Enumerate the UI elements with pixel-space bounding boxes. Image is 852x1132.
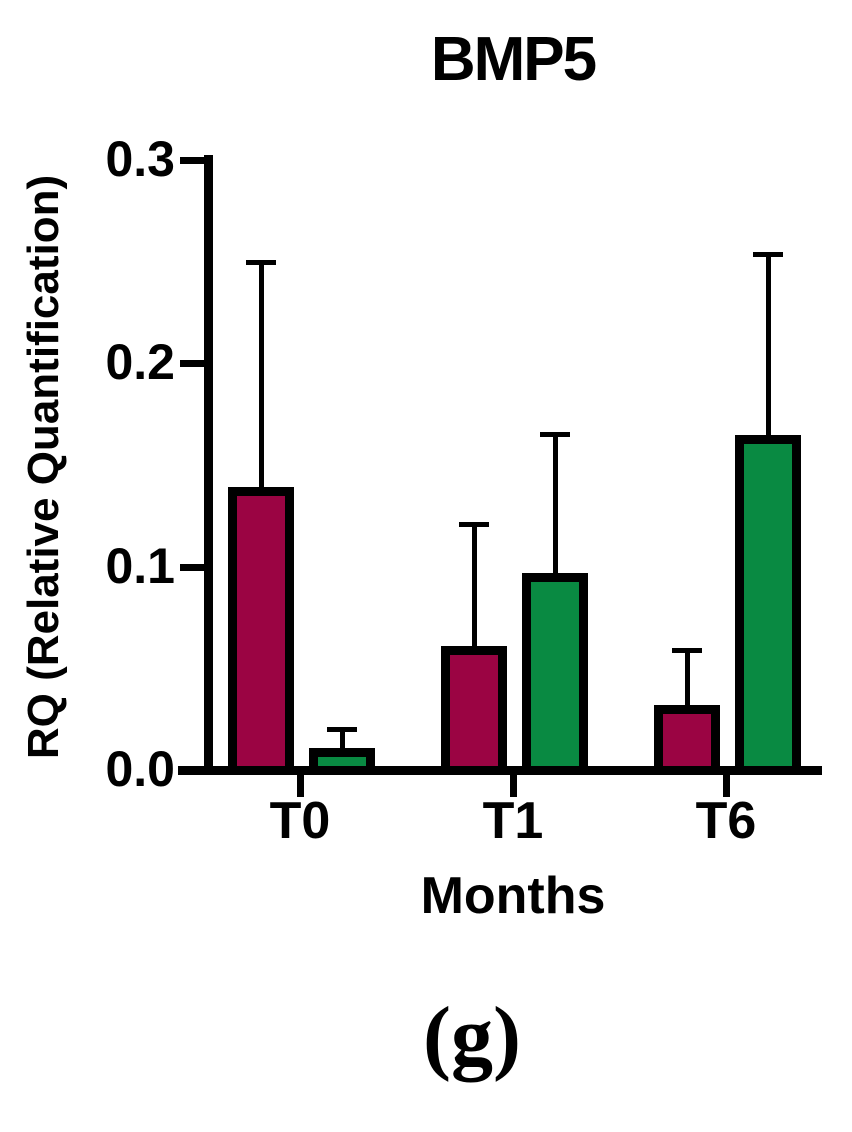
x-axis-tick — [297, 770, 304, 797]
error-bar-whisker — [685, 648, 690, 720]
y-axis-tick — [180, 157, 204, 164]
error-bar-cap — [459, 521, 489, 527]
y-axis-line — [204, 155, 213, 775]
error-bar-cap — [540, 432, 570, 438]
x-category-label: T0 — [269, 792, 331, 850]
error-bar-whisker — [340, 727, 345, 763]
bar-maroon-series-T6 — [654, 704, 720, 775]
figure-caption: (g) — [423, 990, 521, 1083]
y-axis-tick — [180, 767, 204, 774]
error-bar-whisker — [472, 521, 477, 661]
chart-title: BMP5 — [430, 25, 597, 94]
error-bar-cap — [246, 259, 276, 265]
x-axis-tick — [723, 770, 730, 797]
bar-green-series-T6 — [735, 434, 801, 775]
y-axis-tick — [180, 360, 204, 368]
bar-green-series-T1 — [522, 572, 588, 775]
y-tick-label: 0.1 — [105, 537, 175, 594]
x-axis-tick — [510, 770, 517, 797]
bar-maroon-series-T0 — [228, 487, 294, 775]
y-tick-label: 0.0 — [105, 740, 175, 797]
x-axis-label: Months — [420, 867, 606, 925]
bar-maroon-series-T1 — [441, 645, 507, 775]
y-axis-tick — [180, 563, 204, 571]
error-bar-cap — [672, 648, 702, 653]
error-bar-whisker — [553, 432, 558, 588]
x-category-label: T1 — [482, 792, 544, 850]
x-category-label: T6 — [695, 792, 757, 850]
y-tick-label: 0.3 — [105, 130, 175, 187]
error-bar-cap — [327, 727, 357, 733]
bar-green-series-T0 — [309, 747, 375, 775]
y-tick-label: 0.2 — [105, 334, 175, 391]
error-bar-cap — [753, 251, 783, 257]
error-bar-whisker — [766, 251, 771, 450]
error-bar-whisker — [259, 259, 264, 503]
